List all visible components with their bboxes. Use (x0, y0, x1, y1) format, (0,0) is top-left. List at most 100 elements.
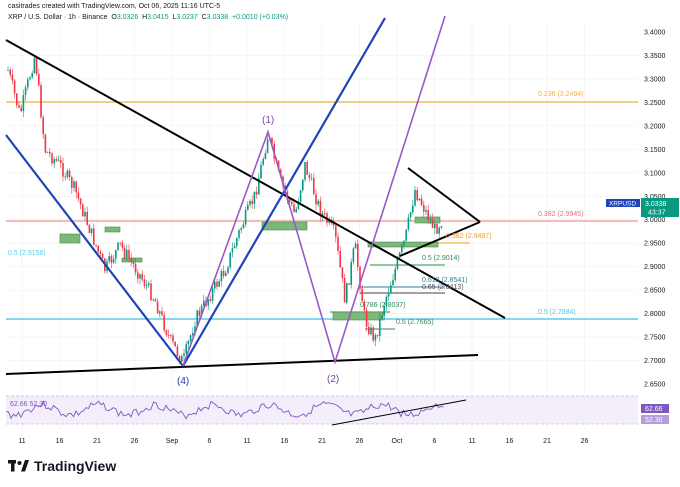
green-zone[interactable] (367, 241, 439, 248)
candle-body (143, 279, 146, 286)
rsi-line[interactable] (5, 399, 444, 420)
high-label: H (142, 14, 148, 21)
candle-body (176, 346, 179, 356)
candle-body (337, 236, 339, 251)
candle-body (82, 204, 84, 217)
time-tick-label: Sep (166, 438, 179, 445)
candle-body (434, 223, 436, 229)
green-zone[interactable] (261, 221, 308, 231)
candle-body (7, 69, 9, 71)
symbol-title[interactable]: XRP / U.S. Dollar · 1h · Binance (8, 14, 108, 21)
candle-body (137, 272, 139, 279)
candle-body (359, 266, 361, 289)
candle-body (42, 117, 44, 135)
candle-body (187, 340, 190, 345)
fib-label-65: 0.65 (2.8413) (422, 284, 464, 291)
candle-body (121, 242, 124, 248)
time-tick-label: 6 (208, 438, 212, 445)
candle-body (440, 226, 443, 228)
candle-body (75, 181, 77, 193)
candle-body (429, 219, 432, 221)
descending-trendline[interactable] (5, 39, 506, 319)
candle-body (115, 250, 117, 259)
triangle-upper[interactable] (407, 167, 481, 223)
candle-body (126, 249, 128, 258)
ticker-badge[interactable]: XRPUSD 3.0338 43:37 (606, 198, 679, 217)
candle-body (35, 58, 38, 75)
candle-body (304, 161, 306, 180)
candle-body (53, 159, 55, 164)
time-tick-label: 21 (93, 438, 101, 445)
candle-body (27, 79, 29, 88)
tradingview-logo[interactable]: TradingView (8, 458, 116, 474)
candle-body (77, 192, 80, 199)
ascending-support-line[interactable] (5, 354, 479, 375)
blue-channel-down[interactable] (5, 134, 184, 367)
candle-body (46, 151, 49, 153)
time-tick-label: 26 (131, 438, 139, 445)
candle-body (24, 87, 27, 96)
candle-body (49, 151, 51, 154)
candle-body (170, 335, 172, 336)
candle-body (381, 315, 383, 319)
candle-body (198, 310, 201, 316)
candle-body (174, 341, 176, 347)
candle-body (392, 280, 394, 286)
candlestick-series[interactable] (7, 55, 443, 365)
candle-body (242, 224, 245, 229)
candle-body (238, 229, 240, 239)
rsi-trendline[interactable] (331, 399, 467, 426)
change-value: +0.0010 (+0.03%) (232, 14, 289, 21)
candle-body (436, 223, 438, 234)
candle-body (11, 74, 14, 81)
candle-body (86, 211, 88, 225)
green-zone[interactable] (59, 233, 81, 244)
candle-body (60, 159, 62, 164)
rsi-values-text: 62.66 52.30 (10, 401, 47, 408)
time-axis[interactable]: 11 16 21 26 Sep 6 11 16 21 26 Oct 6 11 16 21 26 (18, 438, 588, 445)
candle-body (13, 80, 16, 94)
candle-body (192, 333, 194, 336)
candle-body (262, 158, 264, 165)
candle-body (178, 355, 181, 362)
candle-body (18, 105, 20, 108)
candle-body (40, 85, 42, 118)
price-axis[interactable]: 3.4000 3.3500 3.3000 3.2500 3.2000 3.1500 3.10… (644, 30, 666, 389)
candle-body (141, 274, 143, 280)
candle-body (97, 245, 99, 252)
blue-channel-up[interactable] (182, 17, 386, 367)
candle-body (321, 213, 324, 217)
ticker-label: XRPUSD (609, 201, 636, 208)
low-label: L (172, 14, 177, 21)
elliott-wave-path[interactable] (182, 15, 446, 367)
candle-body (183, 353, 185, 357)
candle-body (233, 245, 236, 249)
triangle-lower[interactable] (399, 221, 481, 257)
candle-body (352, 248, 355, 263)
rsi-pane[interactable]: 62.66 52.30 (5, 395, 638, 426)
candle-body (339, 250, 341, 268)
wave-label-2: (2) (327, 374, 339, 385)
candle-body (401, 244, 403, 253)
price-tick-label: 2.9000 (644, 264, 666, 271)
green-zone[interactable] (104, 226, 121, 233)
candle-body (68, 170, 71, 178)
price-tick-label: 3.1500 (644, 147, 666, 154)
green-zone[interactable] (332, 311, 384, 321)
candle-body (335, 225, 337, 237)
high-value: 3.0415 (147, 14, 169, 21)
candle-body (365, 310, 368, 327)
candle-body (229, 252, 231, 268)
price-tick-label: 3.0000 (644, 217, 666, 224)
candle-body (383, 306, 385, 316)
price-tick-label: 3.4000 (644, 30, 666, 37)
candle-body (128, 249, 130, 259)
candle-body (167, 335, 170, 336)
price-tick-label: 3.2000 (644, 123, 666, 130)
candle-body (203, 300, 205, 306)
candle-body (88, 224, 91, 234)
candle-body (376, 334, 379, 336)
fib-label-5b: 0.5 (2.9014) (422, 255, 460, 262)
candle-body (438, 227, 440, 234)
